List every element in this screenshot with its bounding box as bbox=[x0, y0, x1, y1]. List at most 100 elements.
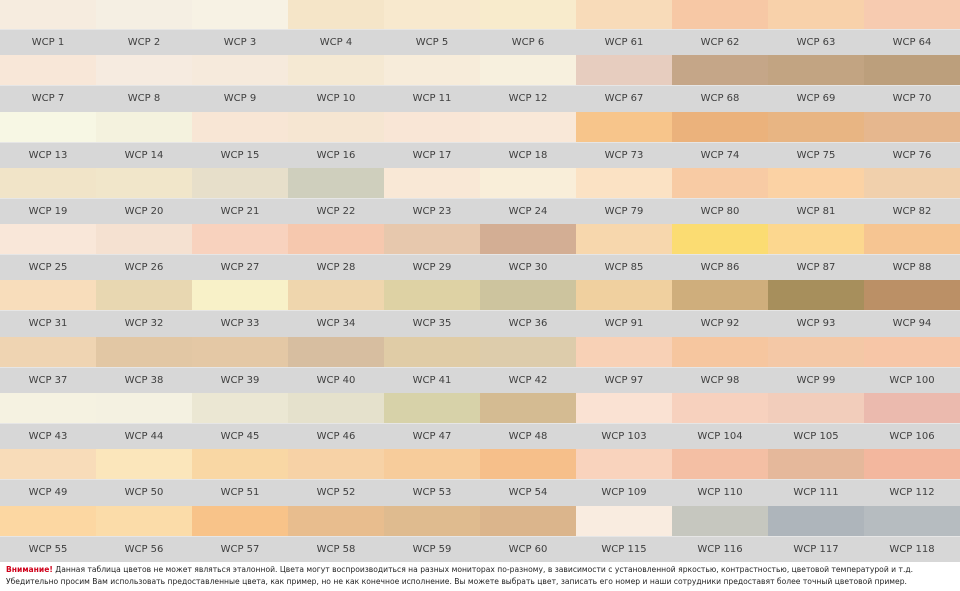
color-swatch-card[interactable]: WCP 41 bbox=[384, 336, 480, 394]
color-swatch-card[interactable]: WCP 109 bbox=[576, 449, 672, 506]
color-swatch-card[interactable]: WCP 88 bbox=[864, 224, 960, 281]
color-swatch-card[interactable]: WCP 92 bbox=[672, 280, 768, 337]
color-swatch-card[interactable]: WCP 99 bbox=[768, 336, 864, 394]
color-swatch-card[interactable]: WCP 34 bbox=[288, 280, 384, 337]
color-swatch-card[interactable]: WCP 69 bbox=[768, 55, 864, 112]
color-swatch-card[interactable]: WCP 57 bbox=[192, 505, 288, 562]
color-swatch-card[interactable]: WCP 25 bbox=[0, 224, 96, 281]
color-swatch-card[interactable]: WCP 4 bbox=[288, 0, 384, 56]
color-swatch-card[interactable]: WCP 50 bbox=[96, 449, 192, 506]
color-swatch-card[interactable]: WCP 36 bbox=[480, 280, 576, 337]
color-swatch-card[interactable]: WCP 11 bbox=[384, 55, 480, 112]
color-swatch-card[interactable]: WCP 105 bbox=[768, 393, 864, 450]
color-swatch-card[interactable]: WCP 104 bbox=[672, 393, 768, 450]
color-swatch-card[interactable]: WCP 115 bbox=[576, 505, 672, 562]
color-swatch-card[interactable]: WCP 8 bbox=[96, 55, 192, 112]
color-swatch-card[interactable]: WCP 117 bbox=[768, 505, 864, 562]
color-swatch-card[interactable]: WCP 98 bbox=[672, 336, 768, 394]
color-swatch-card[interactable]: WCP 52 bbox=[288, 449, 384, 506]
color-swatch-card[interactable]: WCP 17 bbox=[384, 111, 480, 168]
color-swatch-card[interactable]: WCP 59 bbox=[384, 505, 480, 562]
color-swatch-card[interactable]: WCP 38 bbox=[96, 336, 192, 394]
color-swatch-card[interactable]: WCP 106 bbox=[864, 393, 960, 450]
color-swatch-card[interactable]: WCP 5 bbox=[384, 0, 480, 56]
color-swatch-card[interactable]: WCP 100 bbox=[864, 336, 960, 394]
color-swatch-card[interactable]: WCP 46 bbox=[288, 393, 384, 450]
color-swatch-card[interactable]: WCP 80 bbox=[672, 167, 768, 225]
color-swatch-card[interactable]: WCP 44 bbox=[96, 393, 192, 450]
color-swatch-card[interactable]: WCP 51 bbox=[192, 449, 288, 506]
color-swatch-card[interactable]: WCP 14 bbox=[96, 111, 192, 168]
color-swatch-card[interactable]: WCP 91 bbox=[576, 280, 672, 337]
color-swatch-card[interactable]: WCP 3 bbox=[192, 0, 288, 56]
color-swatch-card[interactable]: WCP 23 bbox=[384, 167, 480, 225]
color-swatch-card[interactable]: WCP 118 bbox=[864, 505, 960, 562]
color-swatch-card[interactable]: WCP 48 bbox=[480, 393, 576, 450]
color-swatch-card[interactable]: WCP 27 bbox=[192, 224, 288, 281]
color-swatch-card[interactable]: WCP 10 bbox=[288, 55, 384, 112]
color-swatch-card[interactable]: WCP 6 bbox=[480, 0, 576, 56]
color-swatch-card[interactable]: WCP 110 bbox=[672, 449, 768, 506]
color-swatch-card[interactable]: WCP 45 bbox=[192, 393, 288, 450]
color-swatch-card[interactable]: WCP 1 bbox=[0, 0, 96, 56]
color-swatch-card[interactable]: WCP 29 bbox=[384, 224, 480, 281]
color-swatch-card[interactable]: WCP 19 bbox=[0, 167, 96, 225]
color-swatch-card[interactable]: WCP 28 bbox=[288, 224, 384, 281]
color-swatch-card[interactable]: WCP 73 bbox=[576, 111, 672, 168]
color-swatch-card[interactable]: WCP 2 bbox=[96, 0, 192, 56]
color-swatch-card[interactable]: WCP 21 bbox=[192, 167, 288, 225]
color-swatch-card[interactable]: WCP 116 bbox=[672, 505, 768, 562]
color-swatch-card[interactable]: WCP 60 bbox=[480, 505, 576, 562]
color-swatch-card[interactable]: WCP 74 bbox=[672, 111, 768, 168]
color-swatch-card[interactable]: WCP 42 bbox=[480, 336, 576, 394]
color-swatch-card[interactable]: WCP 26 bbox=[96, 224, 192, 281]
color-swatch-card[interactable]: WCP 31 bbox=[0, 280, 96, 337]
color-swatch-card[interactable]: WCP 16 bbox=[288, 111, 384, 168]
color-swatch-card[interactable]: WCP 20 bbox=[96, 167, 192, 225]
color-swatch-card[interactable]: WCP 39 bbox=[192, 336, 288, 394]
color-swatch-card[interactable]: WCP 40 bbox=[288, 336, 384, 394]
color-swatch-card[interactable]: WCP 76 bbox=[864, 111, 960, 168]
color-swatch-card[interactable]: WCP 56 bbox=[96, 505, 192, 562]
color-swatch-card[interactable]: WCP 12 bbox=[480, 55, 576, 112]
color-swatch-card[interactable]: WCP 87 bbox=[768, 224, 864, 281]
color-swatch-card[interactable]: WCP 82 bbox=[864, 167, 960, 225]
color-swatch-card[interactable]: WCP 47 bbox=[384, 393, 480, 450]
color-swatch-card[interactable]: WCP 61 bbox=[576, 0, 672, 56]
color-swatch-card[interactable]: WCP 55 bbox=[0, 505, 96, 562]
color-swatch-card[interactable]: WCP 63 bbox=[768, 0, 864, 56]
color-swatch-card[interactable]: WCP 70 bbox=[864, 55, 960, 112]
color-swatch-card[interactable]: WCP 24 bbox=[480, 167, 576, 225]
color-swatch-card[interactable]: WCP 9 bbox=[192, 55, 288, 112]
color-swatch-card[interactable]: WCP 97 bbox=[576, 336, 672, 394]
color-swatch-card[interactable]: WCP 86 bbox=[672, 224, 768, 281]
color-swatch-card[interactable]: WCP 67 bbox=[576, 55, 672, 112]
color-swatch-card[interactable]: WCP 62 bbox=[672, 0, 768, 56]
color-swatch-card[interactable]: WCP 75 bbox=[768, 111, 864, 168]
color-swatch-card[interactable]: WCP 79 bbox=[576, 167, 672, 225]
color-swatch-card[interactable]: WCP 111 bbox=[768, 449, 864, 506]
color-swatch-card[interactable]: WCP 85 bbox=[576, 224, 672, 281]
color-swatch-card[interactable]: WCP 13 bbox=[0, 111, 96, 168]
color-swatch-card[interactable]: WCP 112 bbox=[864, 449, 960, 506]
color-swatch-card[interactable]: WCP 53 bbox=[384, 449, 480, 506]
color-swatch-card[interactable]: WCP 54 bbox=[480, 449, 576, 506]
color-swatch-card[interactable]: WCP 93 bbox=[768, 280, 864, 337]
color-swatch-card[interactable]: WCP 32 bbox=[96, 280, 192, 337]
color-swatch-card[interactable]: WCP 22 bbox=[288, 167, 384, 225]
color-swatch-card[interactable]: WCP 81 bbox=[768, 167, 864, 225]
color-swatch-card[interactable]: WCP 64 bbox=[864, 0, 960, 56]
color-swatch-card[interactable]: WCP 35 bbox=[384, 280, 480, 337]
color-swatch-card[interactable]: WCP 15 bbox=[192, 111, 288, 168]
color-swatch-card[interactable]: WCP 49 bbox=[0, 449, 96, 506]
color-swatch-card[interactable]: WCP 103 bbox=[576, 393, 672, 450]
color-swatch-card[interactable]: WCP 7 bbox=[0, 55, 96, 112]
color-swatch-card[interactable]: WCP 37 bbox=[0, 336, 96, 394]
color-swatch-card[interactable]: WCP 18 bbox=[480, 111, 576, 168]
color-swatch-card[interactable]: WCP 43 bbox=[0, 393, 96, 450]
color-swatch-card[interactable]: WCP 33 bbox=[192, 280, 288, 337]
color-swatch-card[interactable]: WCP 94 bbox=[864, 280, 960, 337]
color-swatch-card[interactable]: WCP 58 bbox=[288, 505, 384, 562]
color-swatch-card[interactable]: WCP 68 bbox=[672, 55, 768, 112]
color-swatch-card[interactable]: WCP 30 bbox=[480, 224, 576, 281]
